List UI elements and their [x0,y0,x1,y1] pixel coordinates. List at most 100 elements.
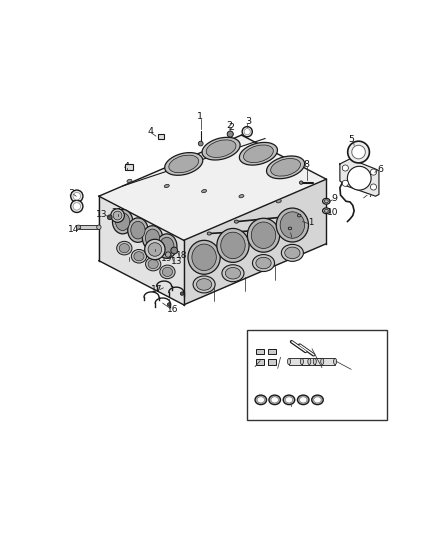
Ellipse shape [145,229,159,247]
Ellipse shape [131,221,145,239]
Ellipse shape [322,208,330,214]
Text: 2: 2 [228,123,234,132]
Ellipse shape [160,265,175,279]
Bar [315,358,335,365]
Polygon shape [340,159,379,196]
Ellipse shape [312,395,323,405]
Ellipse shape [313,358,316,365]
Circle shape [352,146,365,159]
Ellipse shape [276,208,308,242]
Circle shape [342,165,348,171]
Ellipse shape [324,209,328,212]
Ellipse shape [334,358,337,365]
Text: 15: 15 [246,361,258,370]
Text: 13: 13 [171,257,183,266]
Ellipse shape [127,179,132,182]
Ellipse shape [257,397,265,403]
Ellipse shape [322,198,330,204]
Circle shape [71,190,83,203]
Ellipse shape [117,241,132,255]
Circle shape [371,184,377,190]
Ellipse shape [201,189,207,193]
Text: 3: 3 [68,189,74,198]
Text: 3: 3 [288,404,294,413]
Text: 10: 10 [327,208,339,216]
Text: 14: 14 [68,224,80,233]
Circle shape [242,127,252,137]
Text: 12: 12 [288,232,300,241]
Text: 6: 6 [377,165,383,174]
Text: 7: 7 [367,190,373,199]
Circle shape [148,243,162,256]
Ellipse shape [217,229,249,262]
Bar [158,134,164,140]
Circle shape [145,239,165,260]
Bar [247,330,387,420]
Ellipse shape [97,225,101,229]
Circle shape [342,180,348,187]
Text: 18: 18 [176,251,188,260]
Ellipse shape [159,237,174,255]
Circle shape [180,292,184,295]
Text: 8: 8 [304,160,310,169]
Ellipse shape [269,395,280,405]
Ellipse shape [300,397,307,403]
Ellipse shape [314,397,321,403]
Ellipse shape [288,227,292,230]
Ellipse shape [252,255,275,271]
Polygon shape [184,179,326,305]
Circle shape [244,128,250,135]
Circle shape [107,215,112,220]
Ellipse shape [76,225,81,229]
Ellipse shape [145,257,161,271]
Ellipse shape [113,209,133,234]
Ellipse shape [285,397,293,403]
Ellipse shape [324,200,328,203]
Circle shape [166,252,171,257]
Ellipse shape [148,260,158,269]
Ellipse shape [131,249,147,263]
Ellipse shape [276,200,281,203]
Ellipse shape [116,213,130,230]
Circle shape [111,209,124,222]
Ellipse shape [285,247,300,259]
Text: 4: 4 [123,162,129,171]
Ellipse shape [239,195,244,198]
Bar [302,358,322,365]
Ellipse shape [267,156,304,179]
Circle shape [371,169,377,175]
Ellipse shape [300,358,304,365]
Ellipse shape [197,279,212,290]
Text: 13: 13 [95,211,107,220]
Circle shape [347,166,371,190]
Bar [256,349,264,354]
Ellipse shape [297,214,301,217]
Circle shape [73,203,81,210]
Ellipse shape [169,155,199,173]
Text: 5: 5 [349,135,355,144]
Circle shape [348,141,369,163]
Text: 3: 3 [245,117,251,126]
Ellipse shape [321,358,324,365]
Ellipse shape [300,181,303,184]
Ellipse shape [308,358,311,365]
Bar [268,349,276,354]
Text: 19: 19 [161,254,173,263]
Circle shape [113,211,122,220]
Circle shape [73,192,81,200]
Ellipse shape [271,158,300,176]
Text: 21: 21 [111,208,123,216]
Ellipse shape [206,140,236,157]
Ellipse shape [221,232,245,259]
Ellipse shape [134,252,144,261]
Text: 14: 14 [349,365,360,374]
Ellipse shape [287,358,290,365]
Ellipse shape [119,244,130,253]
Bar [78,225,99,229]
Ellipse shape [281,245,304,261]
Circle shape [227,131,233,137]
Text: 16: 16 [167,305,179,314]
Text: 9: 9 [332,195,338,204]
Ellipse shape [225,268,240,279]
Circle shape [167,303,171,306]
